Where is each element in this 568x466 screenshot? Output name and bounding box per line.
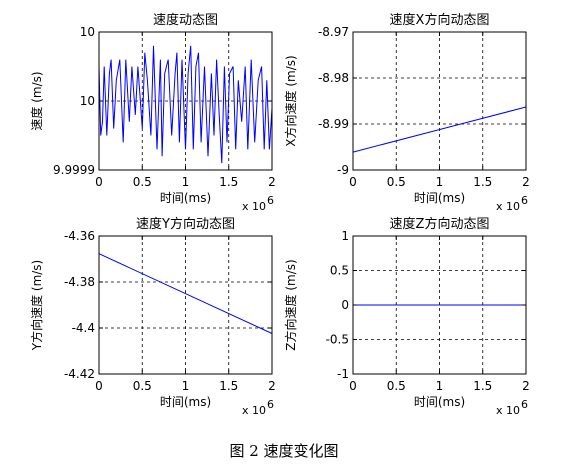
x-tick-label: 2 xyxy=(522,379,530,393)
x-multiplier-exponent: 6 xyxy=(521,194,528,207)
x-axis-label: 时间(ms) xyxy=(160,395,211,409)
x-multiplier-label: x 10 xyxy=(242,200,266,213)
y-tick-label: 0.5 xyxy=(330,264,349,278)
y-tick-label: 1 xyxy=(341,229,349,243)
x-axis-label: 时间(ms) xyxy=(414,191,465,205)
x-multiplier-exponent: 6 xyxy=(267,194,274,207)
x-multiplier-exponent: 6 xyxy=(521,398,528,411)
series-line xyxy=(98,253,273,334)
y-axis-label: Y方向速度 (m/s) xyxy=(29,260,44,352)
x-tick-label: 0.5 xyxy=(133,175,152,189)
x-tick-label: 1.5 xyxy=(473,379,492,393)
y-axis-label: 速度 (m/s) xyxy=(29,71,44,130)
x-multiplier-label: x 10 xyxy=(496,404,520,417)
y-tick-label: -9 xyxy=(337,163,349,177)
x-multiplier-label: x 10 xyxy=(496,200,520,213)
x-axis-label: 时间(ms) xyxy=(414,395,465,409)
x-tick-label: 0 xyxy=(95,175,103,189)
x-tick-label: 0 xyxy=(95,379,103,393)
y-tick-label: -4.42 xyxy=(64,367,95,381)
x-tick-label: 2 xyxy=(268,175,276,189)
x-tick-label: 0.5 xyxy=(133,379,152,393)
x-tick-label: 1 xyxy=(436,175,444,189)
y-tick-label: 9.9999 xyxy=(53,163,95,177)
y-tick-label: -8.98 xyxy=(318,71,349,85)
x-tick-label: 1.5 xyxy=(473,175,492,189)
y-tick-label: -4.36 xyxy=(64,229,95,243)
subplot-2: 0 0.5 1 1.5 2 -9 -8.99 -8.98 -8.97 速度X方向动态图时间(ms)… xyxy=(283,12,530,213)
x-multiplier-exponent: 6 xyxy=(267,398,274,411)
y-tick-label: -0.5 xyxy=(326,333,349,347)
x-multiplier-label: x 10 xyxy=(242,404,266,417)
x-tick-label: 0.5 xyxy=(387,175,406,189)
x-tick-label: 2 xyxy=(268,379,276,393)
y-tick-label: 10 xyxy=(80,25,95,39)
y-tick-label: 0 xyxy=(341,298,349,312)
chart-title: 速度X方向动态图 xyxy=(390,12,490,28)
x-axis-label: 时间(ms) xyxy=(160,191,211,205)
x-tick-label: 1 xyxy=(436,379,444,393)
y-tick-label: -1 xyxy=(337,367,349,381)
x-tick-label: 2 xyxy=(522,175,530,189)
x-tick-label: 1 xyxy=(182,175,190,189)
y-axis-label: Z方向速度 (m/s) xyxy=(283,259,298,350)
x-tick-label: 1.5 xyxy=(219,379,238,393)
x-tick-label: 0.5 xyxy=(387,379,406,393)
subplot-3: 0 0.5 1 1.5 2 -4.42 -4.4 -4.38 -4.36 速度Y方向动态图时间(m… xyxy=(29,216,276,417)
series-line xyxy=(352,106,527,153)
y-tick-label: -8.97 xyxy=(318,25,349,39)
y-tick-label: 10 xyxy=(80,94,95,108)
series-line xyxy=(98,45,273,164)
chart-title: 速度Z方向动态图 xyxy=(390,216,490,232)
x-tick-label: 1.5 xyxy=(219,175,238,189)
chart-title: 速度动态图 xyxy=(153,12,218,28)
y-tick-label: -8.99 xyxy=(318,117,349,131)
x-tick-label: 0 xyxy=(349,379,357,393)
chart-title: 速度Y方向动态图 xyxy=(136,216,235,232)
y-tick-label: -4.4 xyxy=(72,321,95,335)
x-tick-label: 0 xyxy=(349,175,357,189)
y-tick-label: -4.38 xyxy=(64,275,95,289)
figure-caption: 图 2 速度变化图 xyxy=(229,442,339,460)
x-tick-label: 1 xyxy=(182,379,190,393)
y-axis-label: X方向速度 (m/s) xyxy=(283,55,298,146)
